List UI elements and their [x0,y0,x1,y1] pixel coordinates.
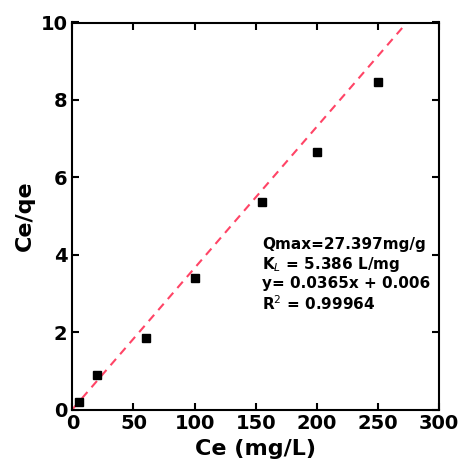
X-axis label: Ce (mg/L): Ce (mg/L) [195,439,316,459]
Text: Qmax=27.397mg/g
K$_{L}$ = 5.386 L/mg
y= 0.0365x + 0.006
R$^{2}$ = 0.99964: Qmax=27.397mg/g K$_{L}$ = 5.386 L/mg y= … [262,237,430,313]
Y-axis label: Ce/qe: Ce/qe [15,181,35,251]
